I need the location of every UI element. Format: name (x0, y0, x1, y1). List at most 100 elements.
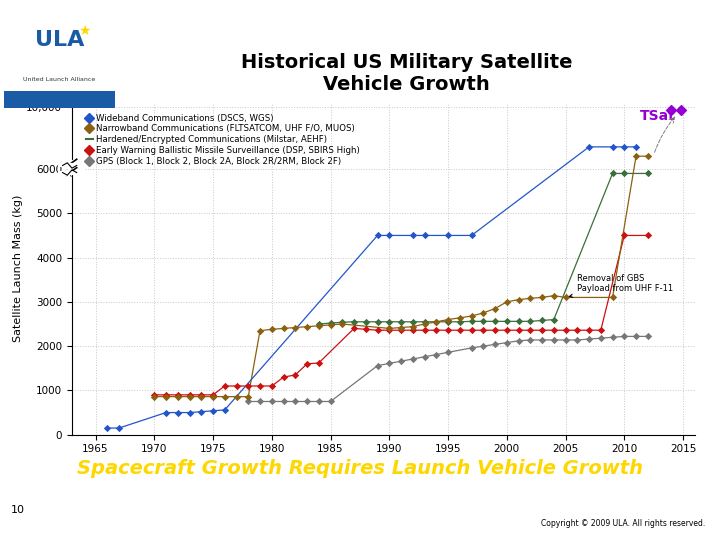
Legend: Wideband Communications (DSCS, WGS), Narrowband Communications (FLTSATCOM, UHF F: Wideband Communications (DSCS, WGS), Nar… (83, 110, 364, 169)
Point (419, 231, 431, 240)
Point (536, 316, 548, 325)
Point (466, 317, 477, 326)
Point (336, 318, 348, 327)
Point (490, 317, 501, 326)
Point (536, 336, 548, 345)
Text: ★: ★ (78, 24, 90, 37)
Point (477, 326, 489, 334)
Point (419, 353, 431, 361)
Point (501, 338, 513, 347)
Point (466, 343, 477, 352)
Point (513, 317, 524, 326)
Point (372, 361, 383, 370)
Point (477, 317, 489, 326)
Point (289, 397, 301, 406)
Point (230, 382, 242, 390)
Point (301, 322, 312, 331)
Point (618, 231, 630, 240)
Point (665, 105, 677, 114)
Point (525, 326, 536, 334)
Point (642, 169, 654, 178)
Point (301, 360, 312, 368)
Point (548, 326, 559, 334)
Point (243, 392, 254, 401)
Point (618, 332, 630, 341)
Point (196, 392, 207, 401)
Point (536, 326, 548, 334)
Text: United Launch Alliance: United Launch Alliance (23, 77, 96, 82)
Point (490, 340, 501, 349)
Point (407, 322, 418, 331)
Point (442, 318, 454, 326)
Point (607, 143, 618, 151)
Point (395, 323, 407, 332)
Point (442, 231, 454, 240)
Point (607, 169, 618, 178)
Point (313, 320, 325, 328)
Point (513, 295, 524, 304)
Point (172, 390, 184, 399)
Point (442, 326, 454, 334)
Point (630, 143, 642, 151)
Point (207, 390, 219, 399)
Point (548, 315, 559, 324)
Point (525, 294, 536, 302)
Point (184, 408, 195, 417)
Point (219, 392, 230, 401)
Point (184, 392, 195, 401)
Point (278, 324, 289, 333)
Point (407, 318, 418, 326)
Point (278, 373, 289, 381)
Point (289, 370, 301, 379)
Point (161, 392, 172, 401)
Point (559, 293, 571, 302)
Point (431, 326, 442, 334)
Point (219, 406, 230, 414)
Point (278, 397, 289, 406)
Point (525, 336, 536, 345)
Point (548, 336, 559, 345)
Point (630, 152, 642, 160)
Point (372, 318, 383, 326)
Point (536, 293, 548, 302)
Point (254, 382, 266, 390)
Point (454, 326, 466, 334)
Point (102, 424, 113, 433)
Point (548, 292, 559, 300)
Point (559, 336, 571, 345)
Point (431, 318, 442, 326)
Point (513, 326, 524, 334)
Point (184, 390, 195, 399)
Point (172, 392, 184, 401)
Point (243, 382, 254, 390)
Y-axis label: Satellite Launch Mass (kg): Satellite Launch Mass (kg) (14, 195, 24, 342)
Point (207, 392, 219, 401)
Point (572, 336, 583, 345)
Point (384, 231, 395, 240)
Point (384, 324, 395, 333)
Point (395, 318, 407, 326)
Point (431, 318, 442, 326)
Point (325, 319, 336, 327)
Text: Copyright © 2009 ULA. All rights reserved.: Copyright © 2009 ULA. All rights reserve… (541, 519, 706, 529)
Point (348, 324, 360, 333)
Point (618, 143, 630, 151)
Point (243, 397, 254, 406)
Text: Spacecraft Growth Requires Launch Vehicle Growth: Spacecraft Growth Requires Launch Vehicl… (77, 459, 643, 478)
Point (254, 326, 266, 335)
Point (395, 326, 407, 334)
Point (360, 325, 372, 334)
Point (642, 332, 654, 341)
Point (360, 318, 372, 326)
Point (336, 320, 348, 328)
Point (642, 231, 654, 240)
FancyBboxPatch shape (4, 91, 115, 108)
Point (372, 326, 383, 334)
Point (419, 318, 431, 326)
Point (466, 312, 477, 320)
Point (301, 397, 312, 406)
Point (266, 382, 277, 390)
Text: ULA: ULA (35, 30, 84, 50)
Point (407, 231, 418, 240)
Point (490, 326, 501, 334)
